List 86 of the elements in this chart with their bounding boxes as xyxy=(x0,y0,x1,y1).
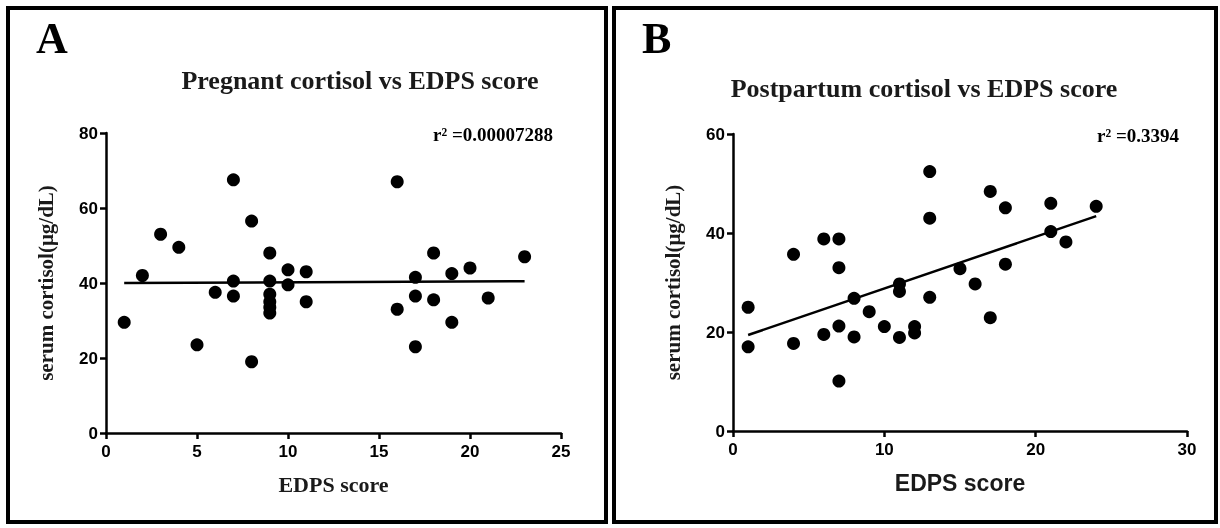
point xyxy=(892,330,906,344)
point xyxy=(968,277,982,291)
point xyxy=(172,240,186,254)
point xyxy=(408,289,422,303)
point xyxy=(226,274,240,288)
point xyxy=(817,232,831,246)
point xyxy=(787,247,801,261)
annotation: r² =0.3394 xyxy=(1097,125,1180,146)
point xyxy=(953,262,967,276)
chart-title: Postpartum cortisol vs EDPS score xyxy=(730,73,1118,103)
x-tick-label: 5 xyxy=(192,442,202,461)
point xyxy=(983,311,997,325)
point xyxy=(1044,225,1058,239)
point xyxy=(877,320,891,334)
x-tick-label: 10 xyxy=(874,440,894,459)
point xyxy=(390,175,404,189)
point xyxy=(481,291,495,305)
y-tick-label: 40 xyxy=(706,223,725,243)
point xyxy=(1089,199,1103,213)
x-tick-label: 20 xyxy=(460,442,480,461)
point xyxy=(847,291,861,305)
x-tick-label: 15 xyxy=(369,442,389,461)
x-tick-label: 0 xyxy=(101,442,111,461)
point xyxy=(408,340,422,354)
point xyxy=(862,305,876,319)
x-tick-label: 25 xyxy=(551,442,571,461)
point xyxy=(832,319,846,333)
point xyxy=(445,315,459,329)
point xyxy=(817,327,831,341)
point xyxy=(463,261,477,275)
point xyxy=(263,246,277,260)
point xyxy=(135,269,149,282)
point xyxy=(408,270,422,284)
point xyxy=(154,227,168,241)
y-axis-title: serum cortisol(μg/dL) xyxy=(660,184,685,381)
point xyxy=(847,330,861,344)
point xyxy=(281,278,295,292)
x-tick-label: 30 xyxy=(1177,440,1197,459)
x-tick-label: 10 xyxy=(278,442,298,461)
point xyxy=(832,232,846,246)
point xyxy=(923,211,937,225)
point xyxy=(208,285,222,299)
point xyxy=(923,165,937,179)
y-tick-label: 40 xyxy=(79,273,98,293)
point xyxy=(226,173,240,187)
point xyxy=(117,315,131,329)
point xyxy=(787,336,801,350)
point xyxy=(281,263,295,277)
point xyxy=(245,214,259,228)
point xyxy=(245,355,259,369)
point xyxy=(832,374,846,388)
y-tick-label: 60 xyxy=(79,198,98,218)
point xyxy=(983,184,997,198)
point xyxy=(832,261,846,275)
point xyxy=(427,293,441,307)
point xyxy=(226,289,240,303)
text: B xyxy=(642,13,672,63)
point xyxy=(1059,235,1073,249)
x-tick-label: 20 xyxy=(1026,440,1046,459)
point xyxy=(518,250,532,264)
point xyxy=(190,338,204,352)
y-tick-label: 20 xyxy=(79,348,98,368)
y-tick-label: 20 xyxy=(706,322,725,342)
x-axis-title: EDPS score xyxy=(278,471,389,497)
point xyxy=(998,201,1012,215)
point xyxy=(299,265,313,279)
point xyxy=(741,300,755,314)
point xyxy=(299,295,313,309)
point xyxy=(445,267,459,281)
x-tick-label: 0 xyxy=(728,440,738,459)
chart-title: Pregnant cortisol vs EDPS score xyxy=(181,65,539,95)
point xyxy=(427,246,441,260)
y-tick-label: 0 xyxy=(715,421,725,441)
point xyxy=(741,340,755,354)
y-axis-title: serum cortisol(μg/dL) xyxy=(33,185,58,381)
annotation: r² =0.00007288 xyxy=(433,124,554,145)
x-axis-title: EDPS score xyxy=(894,469,1026,496)
point xyxy=(1044,196,1058,210)
y-tick-label: 80 xyxy=(79,123,98,143)
point xyxy=(263,274,277,288)
text: A xyxy=(36,13,68,63)
point xyxy=(923,290,937,304)
y-tick-label: 60 xyxy=(706,124,725,144)
point xyxy=(998,257,1012,271)
point xyxy=(390,302,404,316)
y-tick-label: 0 xyxy=(88,423,98,443)
